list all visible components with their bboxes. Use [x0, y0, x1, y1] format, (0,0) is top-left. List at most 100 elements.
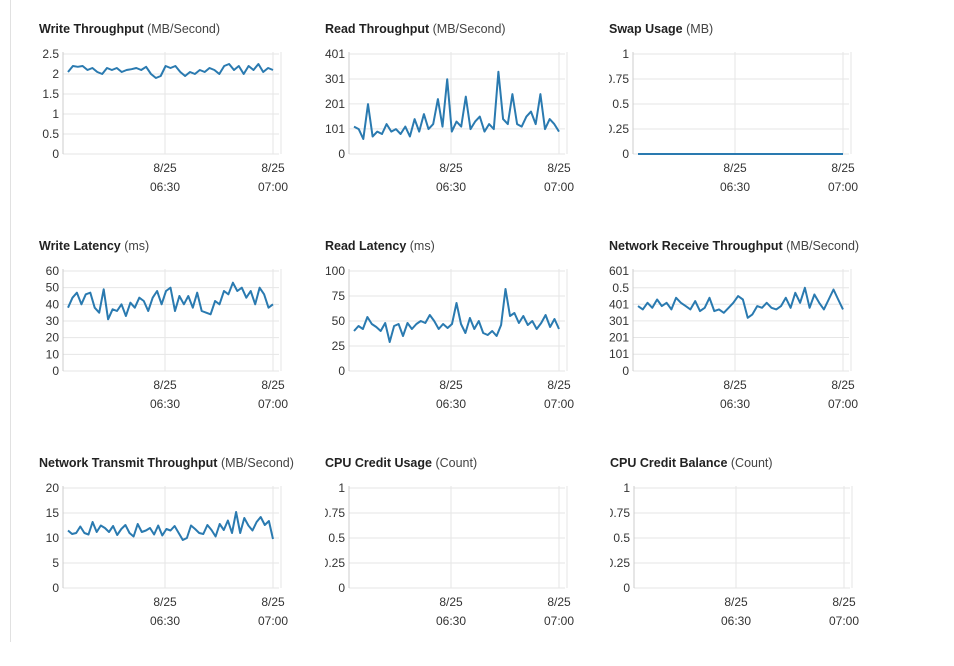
- x-tick-date: 8/25: [547, 161, 571, 175]
- y-tick-label: 2: [52, 67, 59, 81]
- x-tick-time: 07:00: [544, 614, 574, 628]
- y-tick-label: 5: [52, 556, 59, 570]
- x-tick-date: 8/25: [439, 595, 463, 609]
- panel-read-throughput[interactable]: Read Throughput (MB/Second) 00.1010.2010…: [325, 22, 610, 232]
- panel-title: Swap Usage (MB): [609, 22, 714, 36]
- y-tick-label: 0.201: [609, 331, 629, 345]
- x-tick-date: 8/25: [831, 161, 855, 175]
- panel-title: Write Latency (ms): [39, 239, 150, 253]
- chart-read-latency: 0 25 50 75 100 8/25 06:30 8/25 07:00: [325, 264, 574, 411]
- y-tick-label: 0: [338, 147, 345, 161]
- x-tick-time: 07:00: [828, 397, 858, 411]
- y-tick-label: 30: [46, 314, 60, 328]
- y-tick-label: 0.101: [609, 347, 629, 361]
- x-tick-time: 06:30: [150, 180, 180, 194]
- chart-network-receive-throughput: 0 0.101 0.201 0.301 0.401 0.5 0.601 8/25 06:30 8/…: [609, 264, 858, 411]
- x-tick-time: 07:00: [829, 614, 859, 628]
- y-tick-label: 0: [52, 364, 59, 378]
- y-tick-label: 0.75: [325, 506, 345, 520]
- chart-write-latency: 0 10 20 30 40 50 60 8/25 06:30 8/25 07:00: [46, 264, 289, 411]
- panel-title: Read Latency (ms): [325, 239, 435, 253]
- y-tick-label: 25: [332, 339, 346, 353]
- panel-read-latency[interactable]: Read Latency (ms) 0 25 50 75 100 8/25 06:30 8/2…: [325, 239, 610, 449]
- y-tick-label: 0.601: [609, 264, 629, 278]
- y-tick-label: 0.5: [613, 531, 630, 545]
- x-tick-date: 8/25: [724, 595, 748, 609]
- series-line: [67, 281, 274, 321]
- panel-write-throughput[interactable]: Write Throughput (MB/Second) 0 0.5 1 1.5 2 2.…: [39, 22, 324, 232]
- y-tick-label: 0.25: [610, 556, 630, 570]
- y-tick-label: 1: [52, 107, 59, 121]
- panel-title: Network Receive Throughput (MB/Second): [609, 239, 860, 253]
- y-tick-label: 0: [52, 581, 59, 595]
- x-tick-date: 8/25: [547, 378, 571, 392]
- y-tick-label: 1: [622, 47, 629, 61]
- y-tick-label: 0: [622, 147, 629, 161]
- y-tick-label: 75: [332, 289, 346, 303]
- series-line: [353, 288, 560, 343]
- y-tick-label: 1: [338, 481, 345, 495]
- y-tick-label: 0: [52, 147, 59, 161]
- panel-title: Read Throughput (MB/Second): [325, 22, 506, 36]
- y-tick-label: 0.301: [325, 72, 345, 86]
- x-tick-time: 07:00: [258, 614, 288, 628]
- y-tick-label: 20: [46, 331, 60, 345]
- x-tick-date: 8/25: [547, 595, 571, 609]
- panel-cpu-credit-balance[interactable]: CPU Credit Balance (Count) 0 0.25 0.5 0.75 1…: [610, 456, 895, 666]
- panel-swap-usage[interactable]: Swap Usage (MB) 0 0.25 0.5 0.75 1 8/25 06:30 8/…: [609, 22, 894, 232]
- y-tick-label: 50: [332, 314, 346, 328]
- chart-network-transmit-throughput: 0 5 10 15 20 8/25 06:30 8/25 07:00: [46, 481, 289, 628]
- series-line: [353, 70, 560, 140]
- x-tick-date: 8/25: [261, 595, 285, 609]
- y-tick-label: 0.75: [610, 506, 630, 520]
- x-tick-date: 8/25: [153, 595, 177, 609]
- series-line: [67, 63, 274, 79]
- x-tick-time: 06:30: [436, 397, 466, 411]
- y-tick-label: 0.401: [325, 47, 345, 61]
- chart-cpu-credit-balance: 0 0.25 0.5 0.75 1 8/25 06:30 8/25 07:00: [610, 481, 859, 628]
- y-tick-label: 60: [46, 264, 60, 278]
- x-tick-date: 8/25: [832, 595, 856, 609]
- x-tick-date: 8/25: [723, 161, 747, 175]
- y-tick-label: 100: [325, 264, 345, 278]
- y-tick-label: 0: [338, 364, 345, 378]
- y-tick-label: 0.201: [325, 97, 345, 111]
- y-tick-label: 0.101: [325, 122, 345, 136]
- y-tick-label: 10: [46, 347, 60, 361]
- page-left-border: [10, 0, 11, 642]
- panel-title: Network Transmit Throughput (MB/Second): [39, 456, 294, 470]
- x-tick-time: 07:00: [258, 397, 288, 411]
- panel-network-receive-throughput[interactable]: Network Receive Throughput (MB/Second) 0…: [609, 239, 894, 449]
- y-tick-label: 0: [623, 581, 630, 595]
- x-tick-time: 07:00: [258, 180, 288, 194]
- x-tick-time: 06:30: [721, 614, 751, 628]
- x-tick-date: 8/25: [153, 378, 177, 392]
- panel-network-transmit-throughput[interactable]: Network Transmit Throughput (MB/Second) …: [39, 456, 324, 666]
- y-tick-label: 0: [338, 581, 345, 595]
- series-line: [637, 286, 844, 319]
- x-tick-date: 8/25: [723, 378, 747, 392]
- y-tick-label: 0.401: [609, 297, 629, 311]
- x-tick-date: 8/25: [261, 378, 285, 392]
- y-tick-label: 1.5: [42, 87, 59, 101]
- y-tick-label: 10: [46, 531, 60, 545]
- chart-write-throughput: 0 0.5 1 1.5 2 2.5 8/25 06:30 8/25 07:00: [42, 47, 288, 194]
- chart-read-throughput: 0 0.101 0.201 0.301 0.401 8/25 06:30 8/25 07:00: [325, 47, 574, 194]
- y-tick-label: 1: [623, 481, 630, 495]
- x-tick-time: 07:00: [544, 180, 574, 194]
- y-tick-label: 0.5: [612, 281, 629, 295]
- x-tick-time: 06:30: [436, 180, 466, 194]
- y-tick-label: 0.5: [328, 531, 345, 545]
- x-tick-date: 8/25: [153, 161, 177, 175]
- y-tick-label: 0.301: [609, 314, 629, 328]
- panel-write-latency[interactable]: Write Latency (ms) 0 10 20 30 40 50 60 8/25 06:3…: [39, 239, 324, 449]
- y-tick-label: 0.5: [42, 127, 59, 141]
- y-tick-label: 15: [46, 506, 60, 520]
- panel-cpu-credit-usage[interactable]: CPU Credit Usage (Count) 0 0.25 0.5 0.75 1 8/…: [325, 456, 610, 666]
- y-tick-label: 0.5: [612, 97, 629, 111]
- y-tick-label: 0.25: [325, 556, 345, 570]
- x-tick-date: 8/25: [439, 161, 463, 175]
- series-line: [67, 511, 274, 541]
- x-tick-date: 8/25: [439, 378, 463, 392]
- x-tick-time: 06:30: [436, 614, 466, 628]
